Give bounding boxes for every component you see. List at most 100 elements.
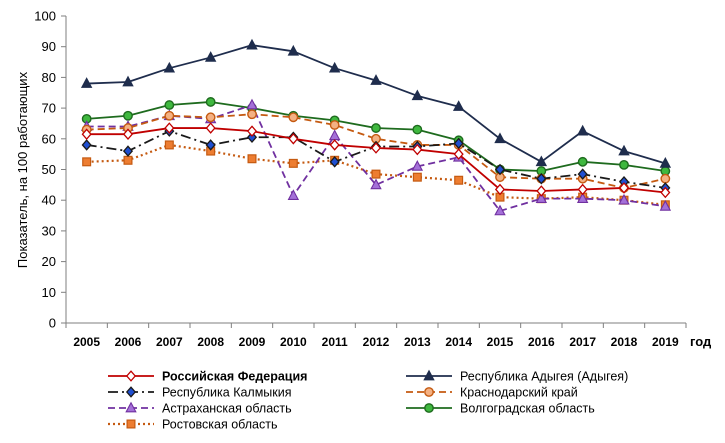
data-point (535, 192, 548, 204)
legend-marker (424, 403, 434, 413)
legend-label: Ростовская область (162, 418, 278, 432)
legend-label: Волгоградская область (460, 402, 595, 416)
data-point (453, 148, 464, 160)
x-tick-label: 2016 (528, 335, 555, 349)
legend-marker (125, 401, 137, 413)
legend-marker (424, 387, 434, 397)
data-point (660, 173, 671, 184)
data-point (122, 145, 134, 157)
data-point (412, 124, 423, 135)
data-point (204, 51, 217, 62)
x-tick-label: 2014 (445, 335, 472, 349)
data-point (411, 160, 424, 171)
data-point (619, 159, 629, 170)
data-point (329, 120, 340, 130)
data-point (618, 182, 630, 194)
data-point (535, 155, 548, 167)
data-point (246, 125, 258, 137)
data-point (81, 128, 92, 140)
data-point (618, 193, 630, 205)
y-tick-label: 100 (34, 9, 56, 24)
data-point (123, 155, 133, 165)
data-point (287, 44, 300, 56)
data-point (122, 75, 134, 87)
y-tick-label: 20 (42, 254, 56, 269)
data-point (328, 61, 341, 73)
y-tick-label: 30 (42, 223, 56, 238)
data-point (370, 74, 382, 85)
y-tick-label: 90 (42, 39, 56, 54)
series-line (86, 104, 666, 212)
x-tick-label: 2009 (239, 335, 266, 349)
data-point (246, 98, 258, 110)
data-point (246, 38, 258, 50)
data-point (288, 133, 299, 145)
x-tick-label: 2017 (569, 335, 596, 349)
data-point (659, 156, 672, 168)
y-tick-label: 70 (42, 101, 56, 116)
data-point (370, 142, 382, 154)
x-tick-label: 2005 (73, 335, 100, 349)
data-point (371, 169, 381, 179)
data-point (164, 122, 175, 134)
data-point (247, 154, 257, 164)
data-point (659, 199, 672, 211)
data-point (288, 158, 298, 168)
x-tick-label: 2007 (156, 335, 183, 349)
x-tick-label: 2019 (652, 335, 679, 349)
legend-marker (125, 370, 137, 382)
data-point (494, 204, 506, 216)
data-point (205, 122, 216, 134)
legend-label: Российская Федерация (162, 370, 307, 384)
data-point (329, 139, 340, 151)
data-point (412, 172, 422, 182)
data-point (123, 110, 133, 121)
data-point (371, 123, 381, 133)
y-tick-label: 40 (42, 193, 56, 208)
x-tick-label: 2008 (197, 335, 224, 349)
data-point (81, 139, 92, 151)
data-point (205, 139, 216, 151)
legend-marker (423, 369, 435, 381)
y-tick-label: 50 (42, 162, 56, 177)
data-point (247, 109, 257, 120)
x-tick-label: 2011 (322, 335, 348, 349)
data-point (205, 112, 216, 123)
data-point (287, 189, 300, 200)
legend-label: Астраханская область (162, 402, 292, 416)
data-point (453, 137, 464, 150)
x-tick-label: 2015 (487, 335, 514, 349)
x-tick-label: 2012 (363, 335, 390, 349)
data-point (412, 143, 423, 156)
data-point (494, 183, 506, 196)
y-tick-label: 10 (42, 285, 56, 300)
data-point (205, 97, 216, 107)
data-point (577, 168, 588, 180)
data-point (536, 185, 547, 197)
data-point (80, 77, 93, 88)
y-tick-label: 60 (42, 131, 56, 146)
data-point (452, 100, 465, 111)
data-point (246, 131, 258, 144)
data-point (411, 89, 424, 101)
y-tick-label: 0 (49, 316, 56, 331)
legend-label: Краснодарский край (460, 386, 578, 400)
data-point (454, 175, 464, 185)
y-axis-title: Показатель, на 100 работающих (15, 71, 30, 268)
data-point (288, 112, 299, 123)
data-point (536, 172, 547, 185)
data-point (164, 110, 175, 121)
x-axis-title: год (690, 334, 712, 349)
x-tick-label: 2018 (611, 335, 638, 349)
data-point (328, 129, 341, 141)
data-point (82, 157, 92, 167)
data-point (576, 124, 589, 136)
x-tick-label: 2010 (280, 335, 307, 349)
data-point (494, 163, 506, 176)
data-point (576, 192, 589, 204)
legend-marker (125, 386, 137, 398)
legend-label: Республика Адыгея (Адыгея) (460, 370, 628, 384)
data-point (329, 156, 340, 168)
